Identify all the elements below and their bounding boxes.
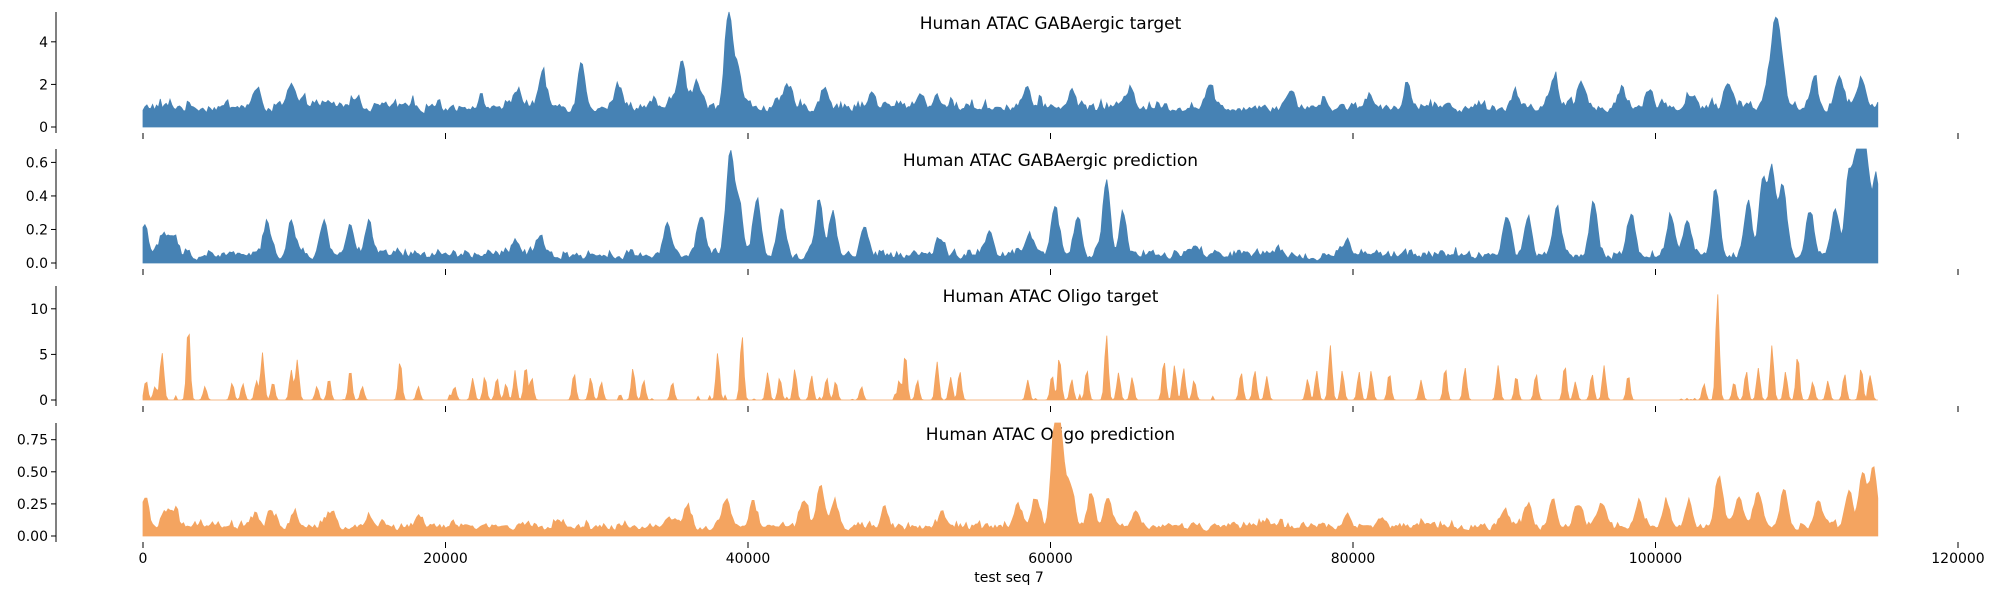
y-tick-label: 0.4 [26,189,48,205]
y-tick-label: 2 [39,77,48,93]
x-axis-label: test seq 7 [974,570,1044,586]
panel-gaba-target: Human ATAC GABAergic target 0 2 4 [39,11,1959,139]
panel-oligo-prediction: Human ATAC Oligo prediction 0.00 0.25 0.50… [17,422,1959,548]
y-tick-label: 5 [39,347,48,363]
x-axis: 0 20000 40000 60000 80000 100000 120000 [139,551,1985,567]
y-tick-label: 0.50 [17,465,48,481]
panel-title: Human ATAC GABAergic prediction [903,151,1198,171]
area-series [142,294,1878,401]
area-series [142,422,1879,537]
panel-oligo-target: Human ATAC Oligo target 0 5 10 [30,286,1959,412]
panel-title: Human ATAC Oligo prediction [926,425,1175,445]
x-tick-label: 0 [139,551,148,567]
y-tick-label: 0 [39,393,48,409]
x-tick-label: 100000 [1629,551,1682,567]
y-tick-label: 4 [39,35,48,51]
x-tick-label: 20000 [423,551,468,567]
y-tick-label: 0.2 [26,222,48,238]
panel-title: Human ATAC GABAergic target [920,14,1182,34]
x-tick-label: 120000 [1931,551,1984,567]
y-tick-label: 0.75 [17,433,48,449]
y-tick-label: 10 [30,302,48,318]
y-tick-label: 0.0 [26,256,48,272]
area-series [142,11,1879,128]
area-series [142,148,1879,264]
y-tick-label: 0.25 [17,497,48,513]
x-tick-label: 60000 [1028,551,1073,567]
panel-gaba-prediction: Human ATAC GABAergic prediction 0.0 0.2 0.… [26,148,1959,275]
y-tick-label: 0 [39,120,48,136]
x-tick-label: 80000 [1331,551,1376,567]
y-tick-label: 0.00 [17,529,48,545]
y-tick-label: 0.6 [26,155,48,171]
panel-title: Human ATAC Oligo target [943,287,1159,307]
x-tick-label: 40000 [726,551,771,567]
